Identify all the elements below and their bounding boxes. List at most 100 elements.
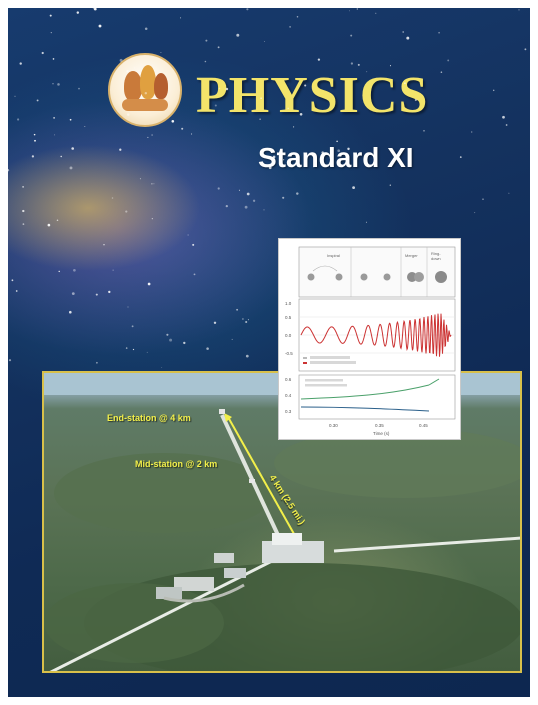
star — [131, 325, 134, 328]
star — [56, 219, 59, 221]
star — [350, 34, 353, 37]
mid-station-label: Mid-station @ 2 km — [135, 459, 218, 469]
star — [264, 41, 265, 42]
star — [242, 318, 244, 320]
star — [187, 234, 189, 236]
star — [47, 223, 51, 227]
star — [482, 198, 484, 200]
star — [151, 134, 153, 136]
star — [71, 147, 75, 150]
star — [247, 319, 249, 321]
star — [108, 290, 111, 294]
star — [402, 31, 405, 33]
star — [19, 62, 22, 65]
star — [54, 134, 56, 136]
svg-text:0.0: 0.0 — [285, 333, 292, 338]
star — [505, 124, 508, 126]
star — [78, 87, 80, 90]
star — [151, 183, 153, 185]
star — [423, 129, 425, 132]
star — [206, 347, 209, 350]
star — [180, 17, 182, 19]
star — [17, 118, 20, 121]
star — [440, 71, 443, 73]
publisher-logo — [108, 53, 182, 127]
svg-text:Time (s): Time (s) — [373, 431, 390, 436]
star — [282, 196, 285, 199]
star — [8, 169, 10, 172]
star — [244, 205, 248, 209]
star — [238, 189, 240, 191]
star — [71, 292, 75, 295]
star — [296, 15, 299, 18]
star — [125, 347, 128, 349]
star — [245, 354, 249, 358]
star — [119, 148, 122, 151]
star — [147, 282, 151, 286]
star — [49, 14, 52, 17]
svg-text:0.35: 0.35 — [375, 423, 384, 428]
star — [112, 269, 114, 271]
svg-text:Inspiral: Inspiral — [327, 253, 340, 258]
star — [389, 184, 391, 186]
star — [349, 10, 351, 12]
svg-text:0.3: 0.3 — [285, 409, 292, 414]
star — [356, 8, 358, 10]
star — [245, 320, 248, 324]
book-cover: PHYSICS Standard XI — [8, 8, 530, 697]
star — [53, 117, 55, 119]
star — [60, 155, 62, 158]
star — [73, 268, 76, 272]
star — [161, 367, 163, 368]
star — [447, 59, 450, 62]
star — [57, 83, 60, 86]
svg-text:down: down — [431, 256, 441, 261]
star — [92, 8, 95, 10]
star — [69, 166, 73, 170]
star — [193, 273, 196, 276]
star — [171, 119, 175, 123]
star — [191, 133, 193, 135]
star — [225, 204, 228, 208]
star — [293, 126, 295, 128]
star — [160, 51, 162, 54]
star — [52, 83, 54, 85]
star — [459, 156, 462, 158]
svg-text:-0.5: -0.5 — [285, 351, 293, 356]
star — [204, 60, 207, 63]
star — [153, 183, 155, 185]
star — [205, 39, 208, 42]
star — [183, 341, 186, 345]
svg-text:0.5: 0.5 — [285, 315, 292, 320]
star — [289, 25, 292, 28]
star — [58, 270, 60, 273]
star — [350, 62, 354, 65]
star — [192, 243, 195, 246]
svg-text:Ring-: Ring- — [431, 251, 441, 256]
star — [502, 115, 505, 119]
star — [144, 27, 148, 31]
star — [69, 118, 72, 121]
star — [151, 218, 153, 220]
star — [34, 139, 36, 142]
star — [125, 210, 128, 213]
star — [69, 310, 72, 314]
star — [217, 187, 220, 190]
star — [76, 11, 80, 14]
star — [95, 293, 98, 296]
star — [246, 8, 249, 11]
star — [296, 192, 299, 195]
star — [181, 127, 184, 130]
star — [41, 51, 44, 55]
star — [365, 221, 367, 223]
star — [213, 321, 217, 324]
star — [139, 178, 141, 180]
svg-text:1.0: 1.0 — [285, 301, 292, 306]
star — [236, 308, 239, 311]
gravitational-wave-plot: Inspiral Merger Ring- down 1.0 0.5 0.0 -… — [285, 246, 456, 436]
star — [474, 212, 476, 214]
star — [236, 33, 240, 37]
star — [132, 348, 135, 351]
star — [8, 359, 12, 362]
star — [471, 131, 473, 133]
